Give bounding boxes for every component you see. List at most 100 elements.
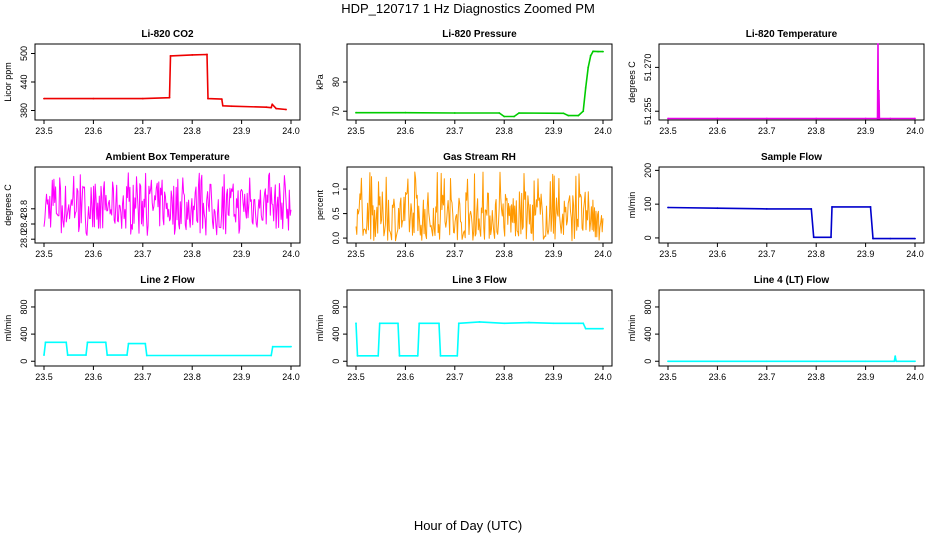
data-point [765,117,768,120]
data-point [285,108,287,111]
data-point [577,114,580,117]
data-point [206,53,208,56]
y-axis-label: ml/min [315,315,325,342]
y-tick-label: 80 [331,77,341,87]
y-tick-label: 0 [643,359,653,364]
data-point [577,322,580,325]
y-tick-label: 0 [19,359,29,364]
data-point [398,354,401,357]
data-point [169,54,172,57]
x-tick-label: 23.9 [545,372,563,382]
data-point [191,54,194,56]
data-point [667,360,669,363]
y-tick-label: 440 [19,74,29,89]
data-point [602,50,604,53]
data-point [582,322,585,325]
data-point [498,112,501,114]
x-tick-label: 24.0 [282,372,300,382]
data-point [582,110,585,113]
data-point [270,106,273,109]
data-point [230,105,233,108]
data-point [275,107,278,110]
y-axis-label: kPa [315,74,325,90]
x-tick-label: 23.7 [758,249,776,259]
panel-2: Li-820 Pressure kPa 23.5 23.6 23.7 23.8 23.9 24… [315,29,613,136]
series-line [356,50,603,118]
x-tick-label: 23.6 [397,126,415,136]
data-point [518,112,520,114]
data-point [66,354,69,357]
x-tick-label: 23.5 [659,126,677,136]
data-point [869,205,872,208]
y-tick-label: 0 [643,235,653,240]
y-tick-label: 28.8 [19,200,29,218]
x-tick-label: 23.7 [758,126,776,136]
data-point [513,115,515,118]
data-point [914,117,916,120]
plot-frame [34,43,301,121]
x-tick-label: 23.6 [397,372,415,382]
data-point [812,236,815,239]
series-line [355,171,604,242]
data-point [43,97,45,100]
data-point [220,98,223,100]
data-point [168,96,171,99]
y-tick-label: 800 [331,299,341,314]
x-tick-label: 23.8 [183,249,201,259]
x-tick-label: 23.5 [35,372,53,382]
x-tick-label: 23.9 [545,249,563,259]
data-point [86,341,89,344]
panel-6: Sample Flow ml/min 23.5 23.6 23.7 23.8 23.9 24.… [627,152,925,259]
x-tick-label: 23.9 [233,372,251,382]
x-tick-label: 23.6 [709,372,727,382]
data-point [104,341,107,344]
y-tick-label: 51.255 [643,97,653,125]
x-tick-label: 23.9 [233,126,251,136]
data-point [716,360,719,363]
y-tick-label: 70 [331,106,341,116]
data-point [889,237,892,240]
x-tick-label: 23.5 [35,249,53,259]
data-point [831,205,833,208]
data-point [667,206,669,209]
data-point [765,207,768,210]
plot-frame [658,43,925,121]
data-point [894,355,897,358]
y-tick-label: 0 [331,359,341,364]
data-point [864,117,867,120]
panel-title: Li-820 CO2 [141,29,194,40]
y-tick-label: 400 [331,327,341,342]
x-tick-label: 23.5 [347,126,365,136]
data-point [716,117,719,120]
x-tick-label: 24.0 [594,372,612,382]
x-tick-label: 24.0 [594,249,612,259]
data-point [290,345,292,348]
y-axis-label: Licor ppm [3,62,13,102]
x-tick-label: 23.8 [183,126,201,136]
data-point [552,322,555,325]
data-point [914,237,916,240]
x-tick-label: 23.6 [709,249,727,259]
x-tick-label: 23.6 [397,249,415,259]
data-point [457,322,460,325]
y-tick-label: 500 [19,46,29,61]
panel-title: Li-820 Pressure [442,29,517,40]
series-line [43,341,291,357]
data-point [562,112,565,115]
y-tick-label: 51.270 [643,54,653,82]
data-point [378,322,381,325]
series-line [43,172,292,236]
data-point [355,322,357,325]
data-point [106,354,109,357]
y-tick-label: 800 [643,299,653,314]
data-point [127,342,130,345]
y-axis-label: degrees C [627,61,637,103]
y-axis-label: degrees C [3,184,13,226]
data-point [478,320,481,323]
plot-frame [34,166,301,244]
data-point [893,360,896,363]
x-tick-label: 23.9 [857,372,875,382]
x-tick-label: 23.5 [659,249,677,259]
data-point [584,86,587,89]
x-tick-label: 23.6 [85,126,103,136]
